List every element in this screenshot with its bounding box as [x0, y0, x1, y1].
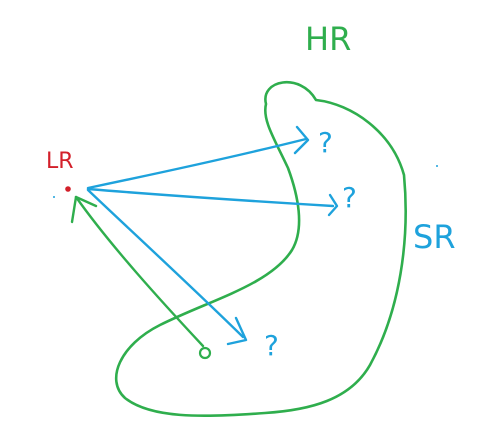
blue-arrowhead-2 [327, 193, 339, 217]
question-mark-upper: ? [318, 126, 333, 159]
blue-speck-left [53, 196, 55, 198]
blue-arrow-2 [86, 187, 335, 208]
hr-label: HR [305, 20, 351, 58]
lr-point [65, 186, 71, 192]
green-return-arrow [74, 195, 205, 348]
question-mark-middle: ? [342, 181, 357, 214]
blue-arrowhead-3 [226, 316, 248, 346]
green-manifold-loop [114, 81, 407, 418]
blue-arrowhead-1 [293, 125, 310, 155]
sr-label: SR [413, 218, 456, 256]
green-origin-circle [198, 346, 212, 360]
green-return-arrowhead [70, 195, 98, 224]
blue-arrow-1 [86, 137, 308, 190]
question-mark-lower: ? [264, 329, 279, 362]
blue-speck-right [436, 165, 438, 167]
blue-arrow-3 [86, 188, 245, 339]
lr-label: LR [46, 149, 74, 174]
